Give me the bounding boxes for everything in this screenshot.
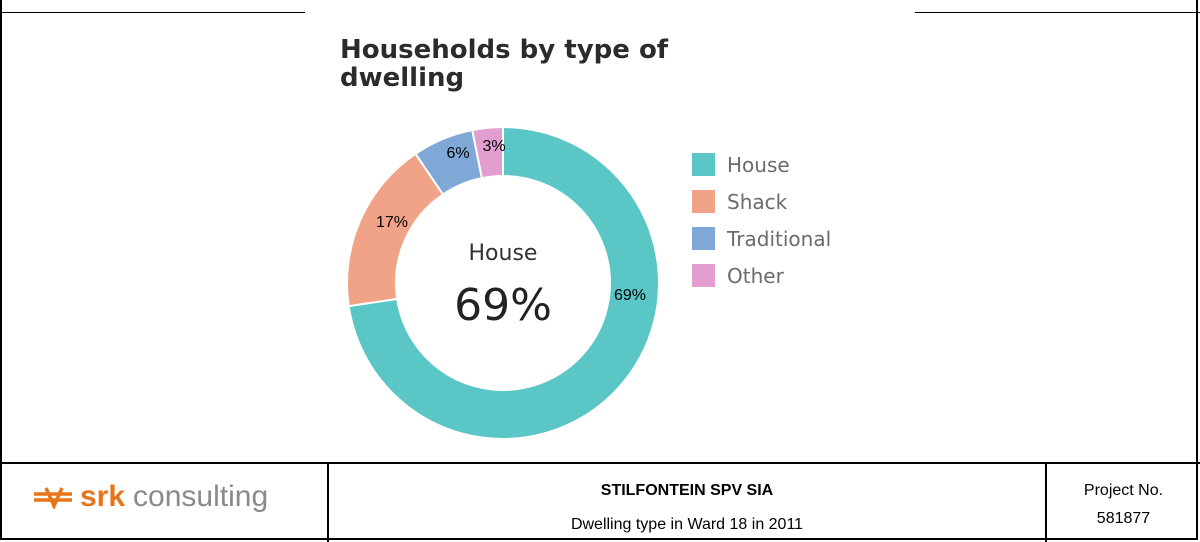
project-name: STILFONTEIN SPV SIA bbox=[600, 482, 774, 499]
legend-item-traditional: Traditional bbox=[692, 220, 831, 257]
donut-chart: 69% 17% 6% 3% House 69% bbox=[346, 125, 660, 440]
project-number-cell: Project No. 581877 bbox=[1047, 464, 1200, 542]
top-rule-right bbox=[915, 12, 1200, 13]
donut-center-label: House bbox=[469, 241, 538, 266]
data-label-house: 69% bbox=[614, 287, 646, 304]
legend-item-house: House bbox=[692, 146, 831, 183]
top-rule-left bbox=[0, 12, 305, 13]
legend-swatch bbox=[692, 153, 715, 176]
figure-caption: Dwelling type in Ward 18 in 2011 bbox=[570, 516, 804, 533]
donut-slice-other bbox=[471, 125, 504, 180]
legend-swatch bbox=[692, 190, 715, 213]
data-label-other: 3% bbox=[482, 138, 505, 155]
logo-consulting-text: consulting bbox=[133, 480, 269, 513]
logo-cell: srk consulting bbox=[0, 464, 329, 542]
data-label-traditional: 6% bbox=[446, 145, 469, 162]
project-number-label: Project No. bbox=[1083, 482, 1164, 499]
legend-label: Shack bbox=[727, 189, 788, 214]
legend-swatch bbox=[692, 227, 715, 250]
logo-brand-text: srk bbox=[80, 480, 126, 513]
legend-label: House bbox=[727, 152, 790, 177]
srk-logo: srk consulting bbox=[32, 480, 268, 514]
donut-slice-house bbox=[347, 125, 660, 440]
data-label-shack: 17% bbox=[376, 214, 408, 231]
srk-logo-icon bbox=[34, 487, 72, 509]
legend-item-shack: Shack bbox=[692, 183, 831, 220]
chart-legend: House Shack Traditional Other bbox=[692, 146, 831, 294]
project-number-value: 581877 bbox=[1096, 510, 1151, 527]
legend-item-other: Other bbox=[692, 257, 831, 294]
legend-swatch bbox=[692, 264, 715, 287]
donut-center-value: 69% bbox=[454, 280, 552, 331]
chart-area: Households by type of dwelling 69% 17% 6% 3… bbox=[340, 35, 831, 440]
legend-label: Other bbox=[727, 263, 784, 288]
footer-table: srk consulting STILFONTEIN SPV SIA Dwell… bbox=[0, 462, 1200, 542]
chart-title: Households by type of dwelling bbox=[340, 35, 669, 93]
title-cell: STILFONTEIN SPV SIA Dwelling type in War… bbox=[329, 464, 1047, 542]
legend-label: Traditional bbox=[727, 226, 832, 251]
